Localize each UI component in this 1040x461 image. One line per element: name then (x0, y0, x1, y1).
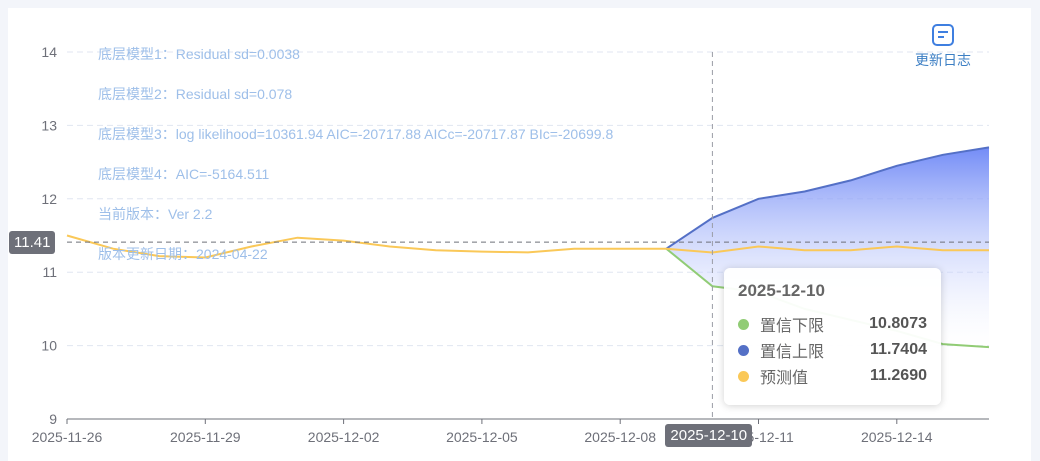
forecast-marker (738, 370, 749, 382)
tooltip-row-upper: 置信上限 11.7404 (738, 337, 927, 363)
y-pointer-label: 11.41 (9, 231, 56, 255)
x-tick-label: 2025-11-29 (170, 429, 241, 445)
x-pointer-label: 2025-12-10 (665, 424, 753, 447)
y-tick-label: 12 (41, 191, 57, 207)
y-tick-label: 14 (41, 44, 57, 60)
grid-lines (67, 51, 989, 347)
tooltip-value: 10.8073 (869, 315, 927, 332)
overlay (67, 52, 989, 419)
lower-bound-marker (738, 318, 749, 330)
tooltip-value: 11.2690 (870, 367, 927, 384)
tooltip-row-forecast: 预测值 11.2690 (738, 363, 927, 389)
upper-bound-line (665, 146, 990, 250)
tooltip-series-name: 置信上限 (760, 344, 825, 361)
tooltip-series-name: 预测值 (760, 370, 809, 387)
model-info-line: 底层模型4：AIC=-5164.511 (98, 166, 270, 182)
version-line: 当前版本：Ver 2.2 (98, 206, 213, 222)
update-log-button[interactable]: 更新日志 (908, 24, 978, 70)
version-date-line: 版本更新日期：2024-04-22 (98, 246, 268, 262)
y-tick-label: 9 (49, 411, 57, 427)
update-log-label: 更新日志 (915, 52, 971, 68)
model-info-line: 底层模型1：Residual sd=0.0038 (98, 46, 300, 62)
y-tick-label: 11 (42, 264, 57, 280)
upper-bound-marker (738, 344, 749, 356)
x-tick-label: 2025-11-26 (32, 429, 103, 445)
model-info-line: 底层模型2：Residual sd=0.078 (98, 86, 293, 102)
x-tick-label: 2025-12-05 (446, 429, 518, 445)
tooltip-value: 11.7404 (870, 341, 927, 358)
tooltip-row-lower: 置信下限 10.8073 (738, 311, 927, 337)
forecast-line (66, 234, 989, 259)
y-axis: 9 10 11 12 13 14 (41, 44, 57, 427)
model-info-line: 底层模型3：log likelihood=10361.94 AIC=-20717… (98, 126, 614, 142)
tooltip-title: 2025-12-10 (738, 281, 825, 300)
x-tick-label: 2025-12-02 (308, 429, 380, 445)
chart-card: 9 10 11 12 13 14 2025-11-26 2025-11-29 2025-12-… (8, 8, 1031, 461)
tooltip-series-name: 置信下限 (760, 318, 825, 335)
x-tick-label: 2025-12-08 (584, 429, 656, 445)
document-icon (932, 24, 954, 46)
y-tick-label: 13 (41, 117, 57, 133)
tooltip: 2025-12-10 置信下限 10.8073 置信上限 11.7404 预测值… (724, 268, 941, 405)
y-tick-label: 10 (41, 338, 57, 354)
x-tick-label: 2025-12-14 (861, 429, 933, 445)
x-axis: 2025-11-26 2025-11-29 2025-12-02 2025-12-05… (32, 418, 989, 445)
